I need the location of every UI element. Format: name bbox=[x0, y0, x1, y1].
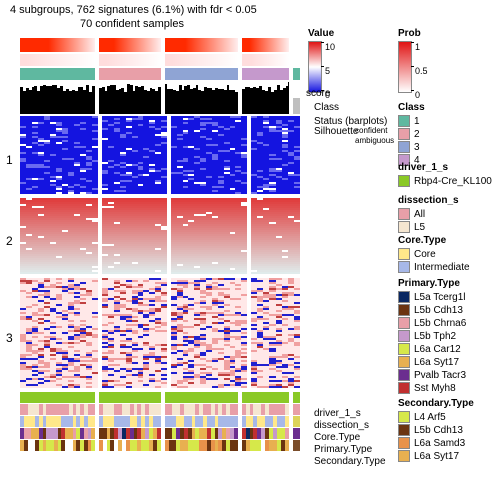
bottom-track-1-g2 bbox=[165, 404, 238, 415]
btlabel-0: driver_1_s bbox=[314, 408, 361, 419]
top-track-0-g0 bbox=[20, 38, 95, 52]
bottom-track-1-g1 bbox=[99, 404, 161, 415]
bottom-track-4-g1 bbox=[99, 440, 161, 451]
heatmap-sec2-g1 bbox=[102, 278, 167, 388]
btlabel-1: dissection_s bbox=[314, 420, 369, 431]
top-track-3-g3 bbox=[242, 82, 289, 114]
top-track-3-g1 bbox=[99, 82, 161, 114]
top-track-0-g3 bbox=[242, 38, 289, 52]
heatmap-sec0-g1 bbox=[102, 116, 167, 194]
bottom-track-4-g0 bbox=[20, 440, 95, 451]
bottom-track-0-g0 bbox=[20, 392, 95, 403]
btlabel-4: Secondary.Type bbox=[314, 456, 386, 467]
top-track-2-g3 bbox=[242, 68, 289, 80]
btlabel-3: Primary.Type bbox=[314, 444, 372, 455]
top-track-0-g1 bbox=[99, 38, 161, 52]
bottom-track-2-g3 bbox=[242, 416, 289, 427]
bottom-track-2-g1 bbox=[99, 416, 161, 427]
heatmap-sec2-g0 bbox=[20, 278, 98, 388]
legend-value: Value1050 bbox=[308, 28, 334, 93]
legend-score: score bbox=[306, 88, 330, 99]
legend-driver: driver_1_sRbp4-Cre_KL100 bbox=[398, 162, 492, 188]
heatmap-sec0-g0 bbox=[20, 116, 98, 194]
bottom-track-3-g0 bbox=[20, 428, 95, 439]
bottom-track-1-g3 bbox=[242, 404, 289, 415]
bottom-track-0-g1 bbox=[99, 392, 161, 403]
top-track-1-g0 bbox=[20, 54, 95, 66]
heatmap-sec2-g3 bbox=[251, 278, 300, 388]
legend-class: Class1234 bbox=[398, 102, 425, 167]
heatmap-sec0-g3 bbox=[251, 116, 300, 194]
legend-dissection: dissection_sAllL5 bbox=[398, 195, 459, 234]
top-track-3-g0 bbox=[20, 82, 95, 114]
heatmap-sec1-g0 bbox=[20, 198, 98, 274]
label-Class: Class bbox=[314, 102, 339, 113]
legend-prob: Prob10.50 bbox=[398, 28, 421, 93]
bottom-track-2-g0 bbox=[20, 416, 95, 427]
heatmap-main bbox=[20, 38, 300, 452]
top-track-2-g1 bbox=[99, 68, 161, 80]
bottom-track-1-g0 bbox=[20, 404, 95, 415]
heatmap-sec2-g2 bbox=[171, 278, 247, 388]
top-track-1-g3 bbox=[242, 54, 289, 66]
top-track-1-g1 bbox=[99, 54, 161, 66]
ylabel-2: 2 bbox=[6, 234, 13, 248]
bottom-track-4-g3 bbox=[242, 440, 289, 451]
top-track-0-g2 bbox=[165, 38, 238, 52]
top-track-1-g2 bbox=[165, 54, 238, 66]
chart-subtitle: 70 confident samples bbox=[80, 18, 184, 30]
bottom-track-3-g1 bbox=[99, 428, 161, 439]
heatmap-sec0-g2 bbox=[171, 116, 247, 194]
legend-core: Core.TypeCoreIntermediate bbox=[398, 235, 470, 274]
top-track-2-g0 bbox=[20, 68, 95, 80]
bottom-track-0-g2 bbox=[165, 392, 238, 403]
top-track-3-g2 bbox=[165, 82, 238, 114]
bottom-track-4-g2 bbox=[165, 440, 238, 451]
legend-primary: Primary.TypeL5a Tcerg1lL5b Cdh13L5b Chrn… bbox=[398, 278, 466, 395]
btlabel-2: Core.Type bbox=[314, 432, 360, 443]
ylabel-3: 3 bbox=[6, 331, 13, 345]
chart-title: 4 subgroups, 762 signatures (6.1%) with … bbox=[10, 4, 257, 16]
bottom-track-0-g3 bbox=[242, 392, 289, 403]
top-track-2-g2 bbox=[165, 68, 238, 80]
ylabel-1: 1 bbox=[6, 153, 13, 167]
bottom-track-3-g3 bbox=[242, 428, 289, 439]
bottom-track-2-g2 bbox=[165, 416, 238, 427]
heatmap-sec1-g1 bbox=[102, 198, 167, 274]
heatmap-sec1-g2 bbox=[171, 198, 247, 274]
legend-secondary: Secondary.TypeL4 Arf5L5b Cdh13L6a Samd3L… bbox=[398, 398, 474, 463]
bottom-track-3-g2 bbox=[165, 428, 238, 439]
heatmap-sec1-g3 bbox=[251, 198, 300, 274]
